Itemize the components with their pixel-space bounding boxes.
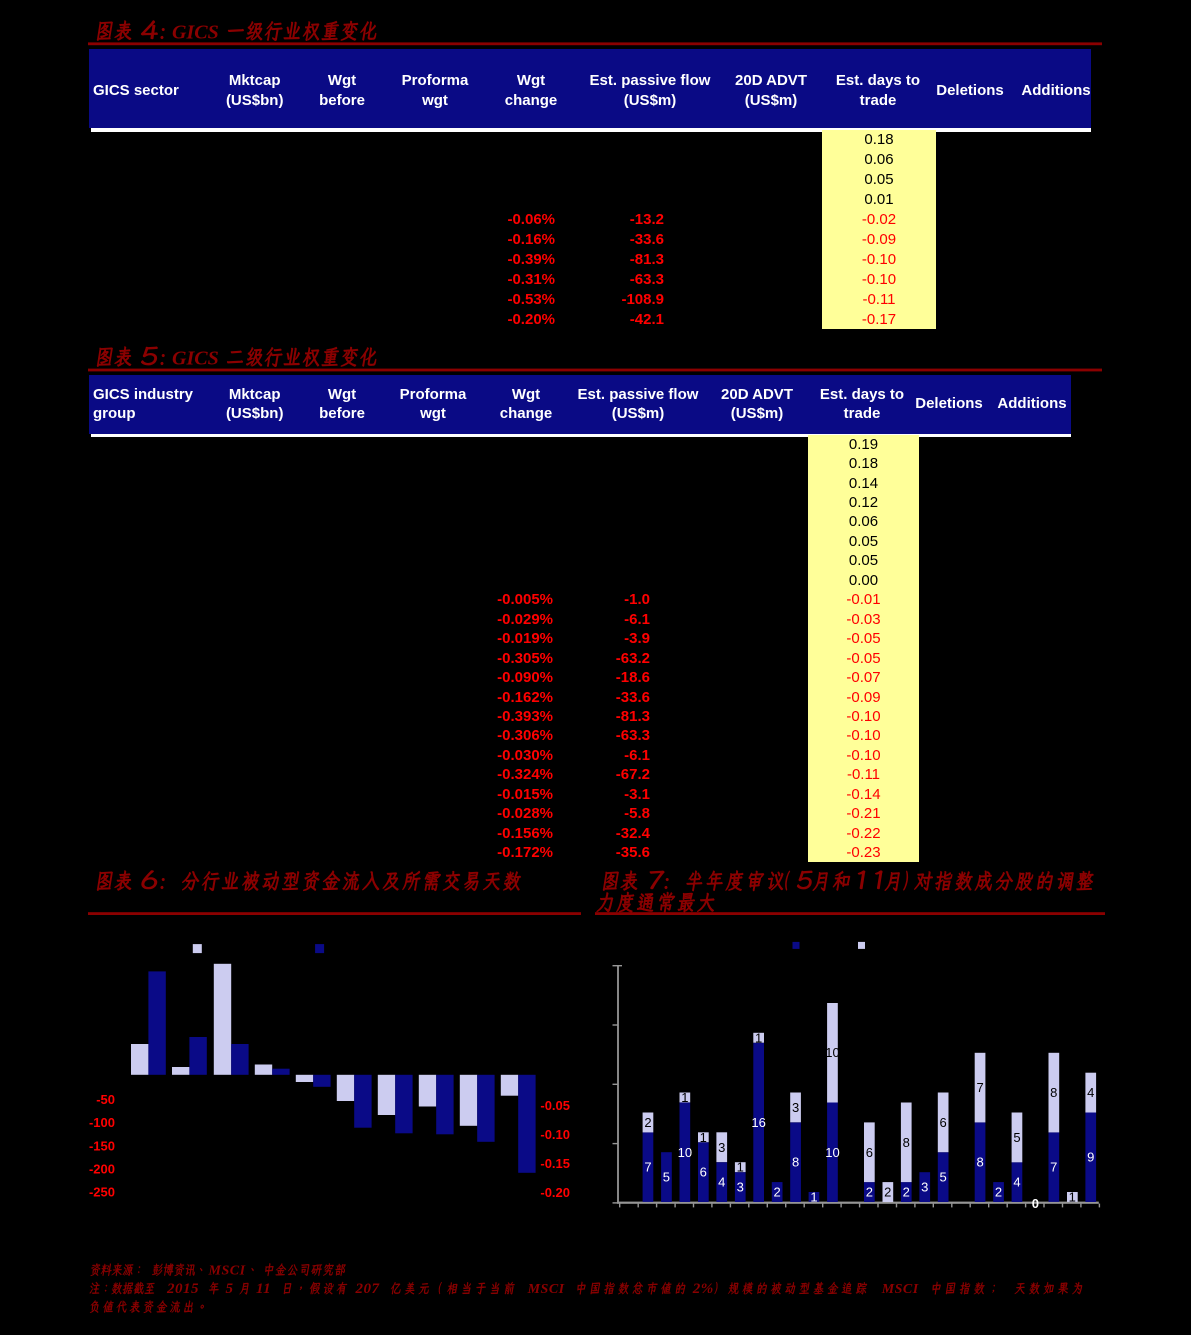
svg-text:-0.15: -0.15	[540, 1156, 570, 1171]
svg-text:3: 3	[921, 1180, 928, 1195]
svg-text:7: 7	[1050, 1160, 1057, 1175]
svg-text:8: 8	[792, 1155, 799, 1170]
svg-text:3: 3	[792, 1100, 799, 1115]
svg-text:4: 4	[718, 1175, 725, 1190]
svg-text:5: 5	[939, 1170, 946, 1185]
svg-text:2: 2	[995, 1185, 1002, 1200]
svg-text:207: 207	[355, 1281, 380, 1297]
svg-text:6: 6	[700, 1165, 707, 1180]
svg-text:8: 8	[976, 1155, 983, 1170]
svg-text:2: 2	[903, 1185, 910, 1200]
svg-text:MSCI: MSCI	[208, 1264, 246, 1279]
svg-text:MSCI: MSCI	[881, 1282, 919, 1297]
svg-text:1: 1	[810, 1190, 817, 1205]
svg-text:2: 2	[884, 1185, 891, 1200]
svg-text:2: 2	[644, 1115, 651, 1130]
svg-text:10: 10	[678, 1145, 692, 1160]
svg-text:0: 0	[1032, 1196, 1039, 1211]
svg-text:9: 9	[1087, 1150, 1094, 1165]
svg-text:-250: -250	[89, 1185, 115, 1200]
svg-text:1: 1	[755, 1030, 762, 1045]
svg-text:2015: 2015	[166, 1281, 199, 1297]
svg-text:1: 1	[1069, 1190, 1076, 1205]
svg-text:16: 16	[751, 1115, 765, 1130]
svg-text:-100: -100	[89, 1115, 115, 1130]
svg-text:4: 4	[1013, 1175, 1020, 1190]
svg-text:6: 6	[939, 1115, 946, 1130]
svg-text:GICS: GICS	[172, 348, 219, 370]
svg-text:2: 2	[866, 1185, 873, 1200]
svg-text:2%: 2%	[692, 1281, 714, 1297]
svg-text:3: 3	[737, 1180, 744, 1195]
svg-text:-0.10: -0.10	[540, 1127, 570, 1142]
svg-text:11: 11	[256, 1281, 271, 1297]
svg-text:GICS: GICS	[172, 22, 219, 44]
svg-text:10: 10	[825, 1145, 839, 1160]
svg-text:-0.05: -0.05	[540, 1098, 570, 1113]
svg-text:-150: -150	[89, 1138, 115, 1153]
svg-text:4: 4	[1087, 1085, 1094, 1100]
svg-text:7: 7	[644, 1160, 651, 1175]
svg-text:8: 8	[1050, 1085, 1057, 1100]
svg-text:6: 6	[866, 1145, 873, 1160]
svg-text:5: 5	[663, 1170, 670, 1185]
svg-text:5: 5	[1013, 1130, 1020, 1145]
svg-text:1: 1	[681, 1090, 688, 1105]
svg-text:-0.20: -0.20	[540, 1185, 570, 1200]
svg-text:5: 5	[226, 1281, 234, 1297]
svg-text:2: 2	[773, 1185, 780, 1200]
svg-text:7: 7	[976, 1080, 983, 1095]
svg-text:-200: -200	[89, 1162, 115, 1177]
svg-text:10: 10	[825, 1045, 839, 1060]
svg-text:MSCI: MSCI	[527, 1282, 565, 1297]
svg-text:-50: -50	[96, 1092, 115, 1107]
svg-text:8: 8	[903, 1135, 910, 1150]
svg-text:3: 3	[718, 1140, 725, 1155]
svg-text:1: 1	[700, 1130, 707, 1145]
svg-text:1: 1	[737, 1160, 744, 1175]
